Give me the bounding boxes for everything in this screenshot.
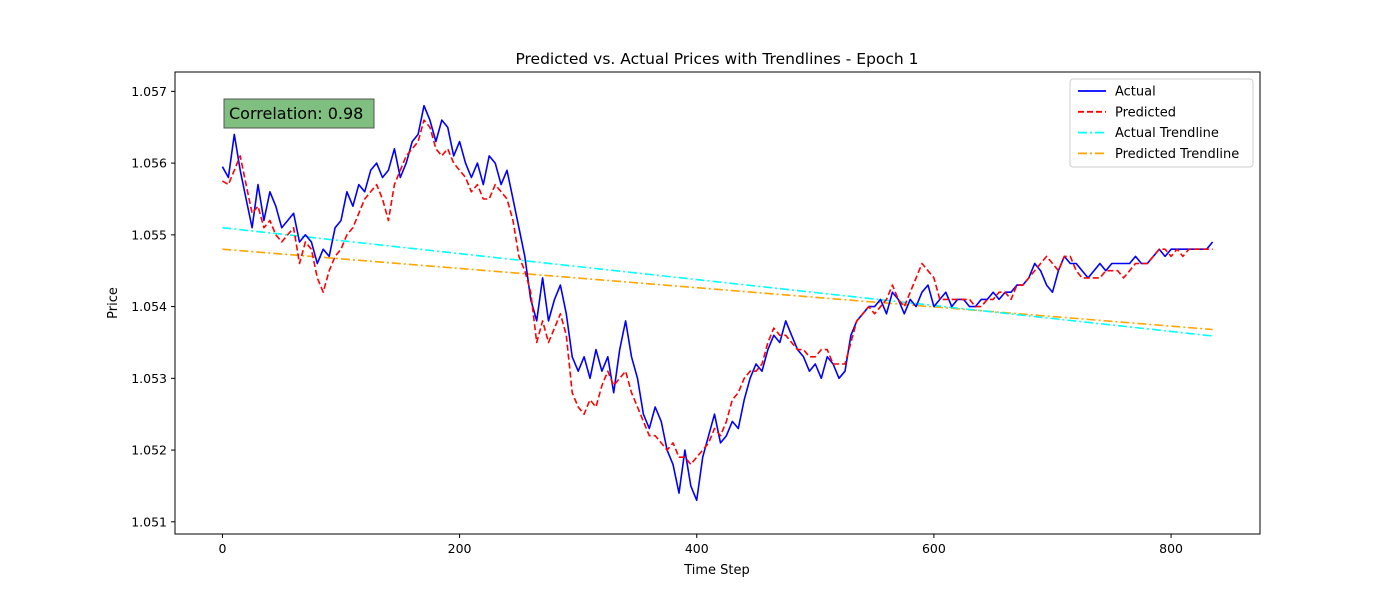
- y-axis-label: Price: [106, 287, 121, 319]
- y-tick-label: 1.051: [131, 514, 167, 529]
- annotation-box: [223, 98, 375, 129]
- series-line-predicted-trendline: [222, 248, 1213, 331]
- series-line-actual: [221, 104, 1214, 502]
- series-line-actual-trendline: [222, 226, 1213, 337]
- x-tick-label: 800: [1159, 541, 1183, 556]
- series-line-predicted: [221, 119, 1213, 466]
- x-tick-label: 600: [922, 541, 946, 556]
- x-tick-label: 400: [685, 541, 709, 556]
- y-tick-label: 1.054: [131, 299, 167, 314]
- legend-box: [1069, 78, 1254, 168]
- legend-label: Predicted Trendline: [1115, 147, 1239, 162]
- y-tick-label: 1.056: [131, 156, 167, 171]
- y-tick-label: 1.057: [131, 84, 167, 99]
- y-tick-label: 1.052: [131, 443, 167, 458]
- legend: Actual Predicted Actual Trendline Predicted…: [1069, 78, 1254, 168]
- x-axis: 0 200 400 600 800: [218, 534, 1183, 556]
- y-tick-label: 1.053: [131, 371, 167, 386]
- series-layer: [221, 104, 1214, 502]
- correlation-annotation: Correlation: 0.98: [223, 98, 375, 129]
- legend-label: Actual Trendline: [1115, 126, 1219, 141]
- x-tick-label: 0: [218, 541, 226, 556]
- x-tick-label: 200: [448, 541, 472, 556]
- plot-frame: [174, 71, 1261, 535]
- legend-label: Actual: [1115, 85, 1156, 100]
- x-axis-label: Time Step: [683, 563, 750, 578]
- y-axis: 1.051 1.052 1.053 1.054 1.055 1.056 1.057: [131, 84, 175, 529]
- legend-label: Predicted: [1115, 105, 1176, 120]
- y-tick-label: 1.055: [131, 227, 167, 242]
- chart-title: Predicted vs. Actual Prices with Trendli…: [515, 50, 918, 68]
- annotation-text: Correlation: 0.98: [229, 104, 363, 123]
